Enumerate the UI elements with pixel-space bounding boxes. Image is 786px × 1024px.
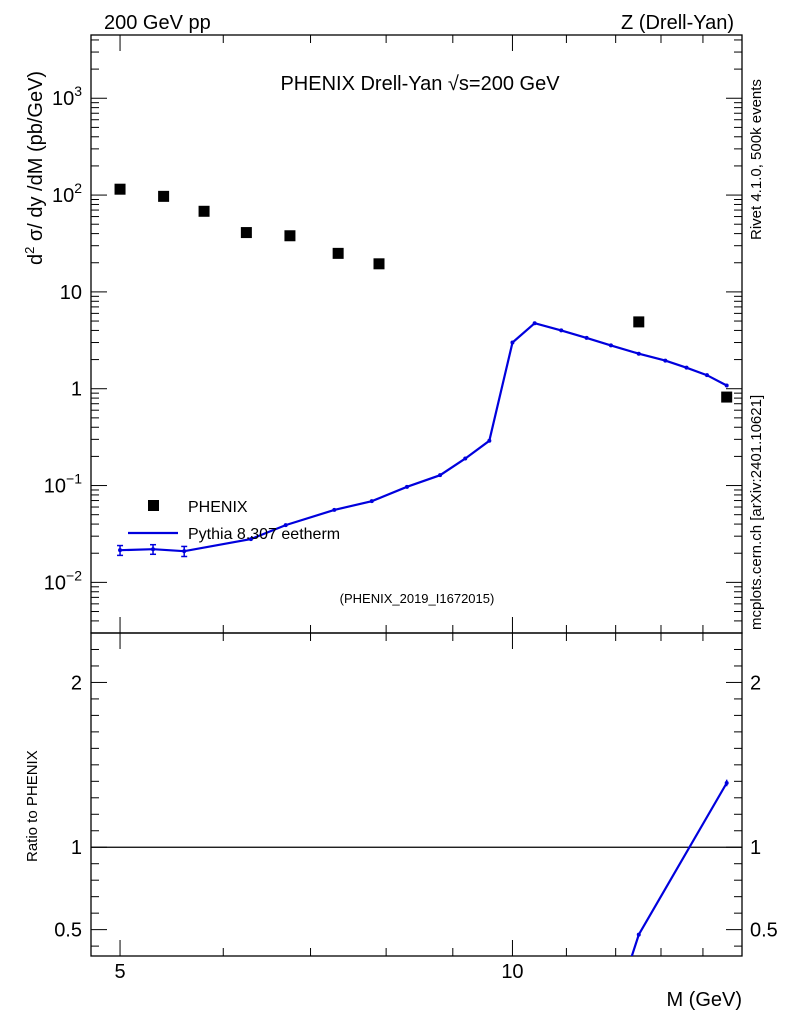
- y-tick-label-exponent: 2: [74, 180, 82, 196]
- ratio-point: [628, 961, 632, 965]
- phenix-data-point: [332, 247, 344, 259]
- ratio-plot-frame: [90, 632, 743, 957]
- x-tick-label: 10: [501, 961, 523, 983]
- ratio-y-tick-label-right: 0.5: [750, 920, 778, 942]
- phenix-data-point: [633, 316, 645, 328]
- ratio-y-tick-label-right: 1: [750, 837, 761, 859]
- mc-point: [704, 373, 709, 378]
- y-axis-label-rest: σ/ dy /dM (pb/GeV): [25, 71, 47, 247]
- ratio-series-group: [628, 779, 729, 965]
- mc-point: [684, 365, 689, 370]
- x-axis-label: M (GeV): [666, 989, 742, 1011]
- analysis-id-label: (PHENIX_2019_I1672015): [340, 591, 495, 606]
- phenix-data-point: [373, 258, 385, 270]
- y-axis-label-d: d: [25, 254, 47, 265]
- y-tick-label-exponent: −1: [66, 471, 82, 487]
- y-tick-label-exponent: 3: [74, 83, 82, 99]
- ratio-y-tick-label-right: 2: [750, 672, 761, 694]
- side-label-bottom: mcplots.cern.ch [arXiv:2401.10621]: [748, 395, 765, 630]
- y-tick-label-base: 10: [52, 88, 74, 110]
- mc-point: [532, 321, 537, 326]
- y-tick-label-exponent: −2: [66, 567, 82, 583]
- phenix-data-point: [240, 227, 252, 239]
- mc-point: [510, 340, 515, 345]
- mc-point: [248, 537, 253, 542]
- header-right: Z (Drell-Yan): [621, 12, 734, 34]
- mc-series-line: [119, 321, 728, 553]
- legend-marker-phenix: [148, 500, 159, 511]
- y-tick-label-base: 10: [44, 572, 66, 594]
- mc-point: [608, 343, 613, 348]
- y-tick-label-base: 1: [71, 379, 82, 401]
- mc-point: [487, 438, 492, 443]
- x-tick-label: 5: [114, 961, 125, 983]
- y-tick-label: 10−2: [44, 567, 82, 594]
- ratio-y-tick-label: 1: [71, 837, 82, 859]
- ratio-point: [636, 932, 641, 937]
- mc-point: [463, 456, 468, 461]
- mc-point: [584, 335, 589, 340]
- mc-point: [438, 473, 443, 478]
- phenix-data-point: [721, 391, 733, 403]
- plot-title: PHENIX Drell-Yan √s=200 GeV: [280, 73, 560, 95]
- phenix-data-point: [158, 190, 170, 202]
- side-label-top: Rivet 4.1.0, 500k events: [748, 79, 765, 240]
- legend-label-pythia: Pythia 8.307 eetherm: [188, 526, 340, 543]
- mc-point: [724, 383, 729, 388]
- legend-label-phenix: PHENIX: [188, 499, 248, 516]
- mc-point: [404, 484, 409, 489]
- mc-point: [663, 358, 668, 363]
- main-plot-frame: [90, 34, 743, 634]
- phenix-data-point: [198, 205, 210, 217]
- y-tick-label-base: 10: [44, 476, 66, 498]
- phenix-data-point: [284, 230, 296, 242]
- plot-title-suffix: s=200 GeV: [459, 73, 560, 95]
- plot-title-prefix: PHENIX Drell-Yan: [280, 73, 447, 95]
- ratio-y-tick-label: 2: [71, 672, 82, 694]
- y-tick-label: 1: [71, 379, 82, 401]
- plot-title-sqrt: √: [448, 73, 459, 95]
- mc-point: [369, 499, 374, 504]
- mc-point: [559, 328, 564, 333]
- y-tick-label-base: 10: [60, 282, 82, 304]
- phenix-data-point: [114, 183, 126, 195]
- mc-point: [636, 351, 641, 356]
- y-axis-label-sup: 2: [22, 247, 37, 254]
- mc-point: [332, 507, 337, 512]
- ratio-series-line: [630, 782, 728, 956]
- header-left: 200 GeV pp: [104, 12, 211, 34]
- ratio-y-tick-label: 0.5: [54, 920, 82, 942]
- ratio-y-axis-label: Ratio to PHENIX: [24, 750, 41, 862]
- y-tick-label: 10: [60, 282, 82, 304]
- y-axis-label: d2 σ/ dy /dM (pb/GeV): [22, 71, 47, 265]
- y-tick-label: 10−1: [44, 471, 82, 498]
- y-tick-label-base: 10: [52, 185, 74, 207]
- y-tick-label: 102: [52, 180, 82, 207]
- y-tick-label: 103: [52, 83, 82, 110]
- mc-point: [283, 523, 288, 528]
